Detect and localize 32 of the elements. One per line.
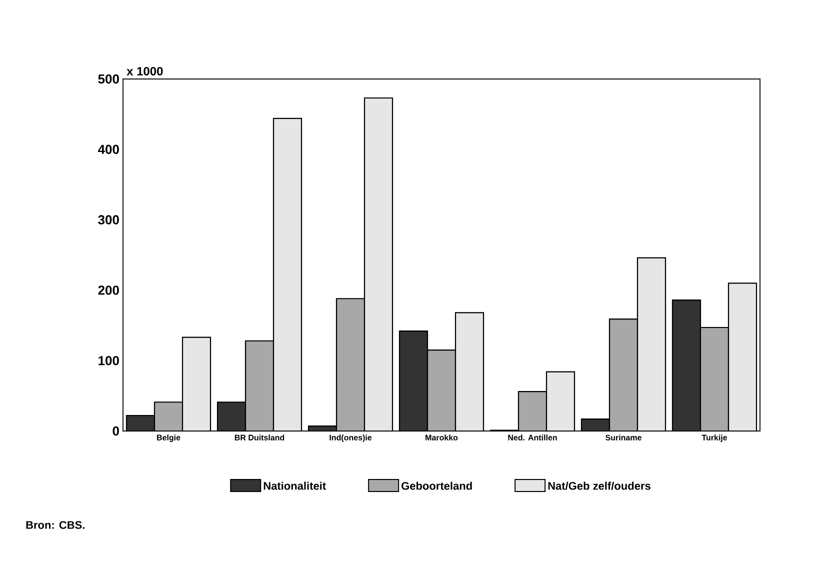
y-tick-label: 300 — [98, 215, 119, 224]
bar — [246, 340, 274, 431]
x-tick-label: Turkije — [702, 434, 728, 442]
legend-label: Nationaliteit — [264, 482, 326, 490]
text: Bron: CBS. — [26, 521, 84, 529]
bar — [700, 326, 730, 431]
x-tick-label: BR Duitsland — [234, 434, 284, 440]
y-tick-label: 500 — [98, 74, 119, 84]
bar — [456, 312, 484, 431]
bar — [637, 258, 666, 431]
bar — [182, 337, 211, 431]
legend-label: Geboorteland — [402, 482, 472, 490]
x-tick-label: Ned. Antillen — [508, 434, 557, 440]
y-tick-label: 400 — [98, 144, 119, 154]
bar — [154, 402, 183, 431]
x-tick-label: Suriname — [606, 434, 642, 440]
bar — [609, 319, 638, 431]
x-tick-label: Marokko — [426, 434, 458, 440]
y-tick-label: 0 — [112, 426, 119, 436]
bar — [518, 392, 546, 431]
bar — [274, 118, 302, 431]
bar — [364, 98, 393, 431]
y-tick-label: 100 — [98, 356, 119, 366]
legend-label: Nat/Geb zelf/ouders — [548, 482, 650, 490]
bar — [336, 298, 365, 431]
y-tick-label: 200 — [98, 286, 119, 295]
y-axis-title: x 1000 — [126, 66, 163, 76]
x-tick-label: Belgie — [157, 434, 180, 442]
bar — [728, 282, 758, 431]
bar — [428, 350, 456, 431]
bar — [546, 372, 574, 431]
x-tick-label: Ind(ones)ie — [330, 434, 372, 442]
